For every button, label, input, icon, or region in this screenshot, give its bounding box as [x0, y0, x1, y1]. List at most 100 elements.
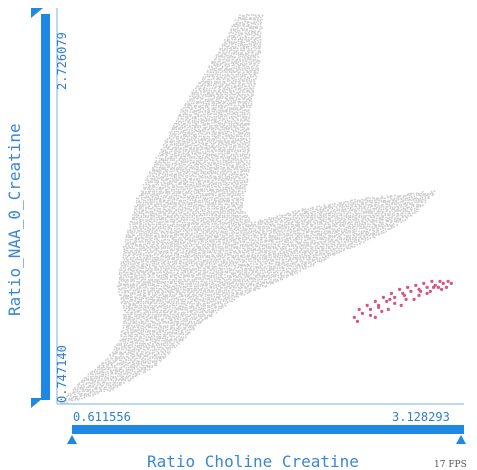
- context-point: [148, 242, 151, 245]
- context-point: [241, 67, 244, 70]
- context-point: [320, 225, 323, 228]
- context-point: [237, 93, 240, 96]
- context-point: [254, 221, 257, 224]
- context-point: [242, 56, 244, 58]
- context-point: [206, 103, 208, 105]
- context-point: [196, 85, 198, 88]
- context-point: [241, 69, 244, 71]
- context-point: [186, 146, 189, 148]
- context-point: [347, 234, 350, 237]
- context-point: [193, 223, 195, 225]
- context-point: [188, 103, 190, 105]
- context-point: [265, 233, 267, 236]
- context-point: [345, 205, 348, 208]
- context-point: [220, 67, 222, 70]
- context-point: [314, 221, 316, 224]
- context-point: [257, 32, 259, 34]
- context-point: [173, 227, 176, 230]
- context-point: [276, 215, 279, 218]
- context-point: [354, 237, 357, 239]
- context-point: [208, 111, 210, 114]
- context-point: [406, 207, 409, 210]
- context-point: [245, 238, 248, 241]
- context-point: [210, 164, 213, 167]
- context-point: [177, 243, 180, 245]
- context-point: [215, 216, 217, 219]
- context-point: [217, 65, 219, 68]
- context-point: [165, 234, 167, 236]
- context-point: [164, 157, 167, 160]
- context-point: [129, 226, 132, 228]
- context-point: [224, 71, 227, 73]
- context-point: [277, 230, 280, 233]
- context-point: [322, 238, 325, 240]
- context-point: [314, 241, 317, 244]
- context-point: [242, 29, 244, 32]
- context-point: [168, 190, 171, 193]
- context-point: [377, 229, 380, 232]
- context-point: [200, 220, 202, 223]
- context-point: [230, 149, 233, 151]
- context-point: [171, 170, 173, 173]
- y-range-slider[interactable]: [41, 14, 50, 400]
- context-point: [290, 230, 293, 232]
- context-point: [345, 238, 348, 241]
- context-point: [246, 151, 249, 154]
- context-point: [248, 89, 250, 92]
- context-point: [161, 184, 163, 186]
- context-point: [187, 126, 189, 129]
- context-point: [197, 236, 200, 238]
- context-point: [171, 180, 174, 182]
- context-point: [246, 233, 248, 236]
- context-point: [314, 213, 317, 215]
- context-point: [358, 204, 361, 206]
- context-point: [242, 113, 244, 116]
- context-point: [221, 53, 224, 56]
- context-point: [223, 118, 226, 120]
- context-point: [151, 201, 153, 203]
- context-point: [382, 199, 385, 202]
- y-range-max-handle[interactable]: [31, 8, 43, 18]
- context-point: [178, 159, 181, 162]
- context-point: [199, 82, 201, 84]
- context-point: [235, 129, 237, 131]
- context-point: [166, 164, 169, 166]
- context-point: [223, 122, 226, 124]
- context-point: [139, 201, 142, 204]
- context-point: [382, 215, 384, 217]
- context-point: [386, 200, 389, 203]
- context-point: [213, 77, 215, 80]
- context-point: [207, 210, 209, 212]
- context-point: [197, 130, 200, 133]
- context-point: [346, 232, 349, 234]
- context-point: [237, 155, 239, 158]
- context-point: [230, 52, 233, 55]
- context-point: [298, 217, 301, 219]
- context-point: [206, 188, 208, 191]
- context-point: [220, 168, 222, 170]
- context-point: [142, 199, 145, 202]
- context-point: [182, 113, 185, 116]
- context-point: [191, 239, 194, 241]
- context-point: [227, 39, 229, 41]
- context-point: [295, 237, 297, 239]
- context-point: [221, 222, 224, 224]
- context-point: [187, 192, 189, 194]
- context-point: [224, 91, 227, 94]
- context-point: [323, 204, 326, 206]
- context-point: [150, 212, 152, 215]
- context-point: [297, 232, 299, 234]
- context-point: [199, 111, 202, 113]
- context-point: [152, 170, 154, 172]
- y-range-min-handle[interactable]: [31, 398, 43, 408]
- context-point: [147, 188, 149, 190]
- context-point: [221, 142, 224, 145]
- context-point: [138, 203, 140, 206]
- context-point: [228, 47, 231, 50]
- context-point: [247, 14, 250, 17]
- context-point: [272, 234, 274, 237]
- context-point: [244, 122, 247, 125]
- context-point: [169, 159, 172, 161]
- context-point: [276, 241, 279, 244]
- context-point: [283, 218, 286, 221]
